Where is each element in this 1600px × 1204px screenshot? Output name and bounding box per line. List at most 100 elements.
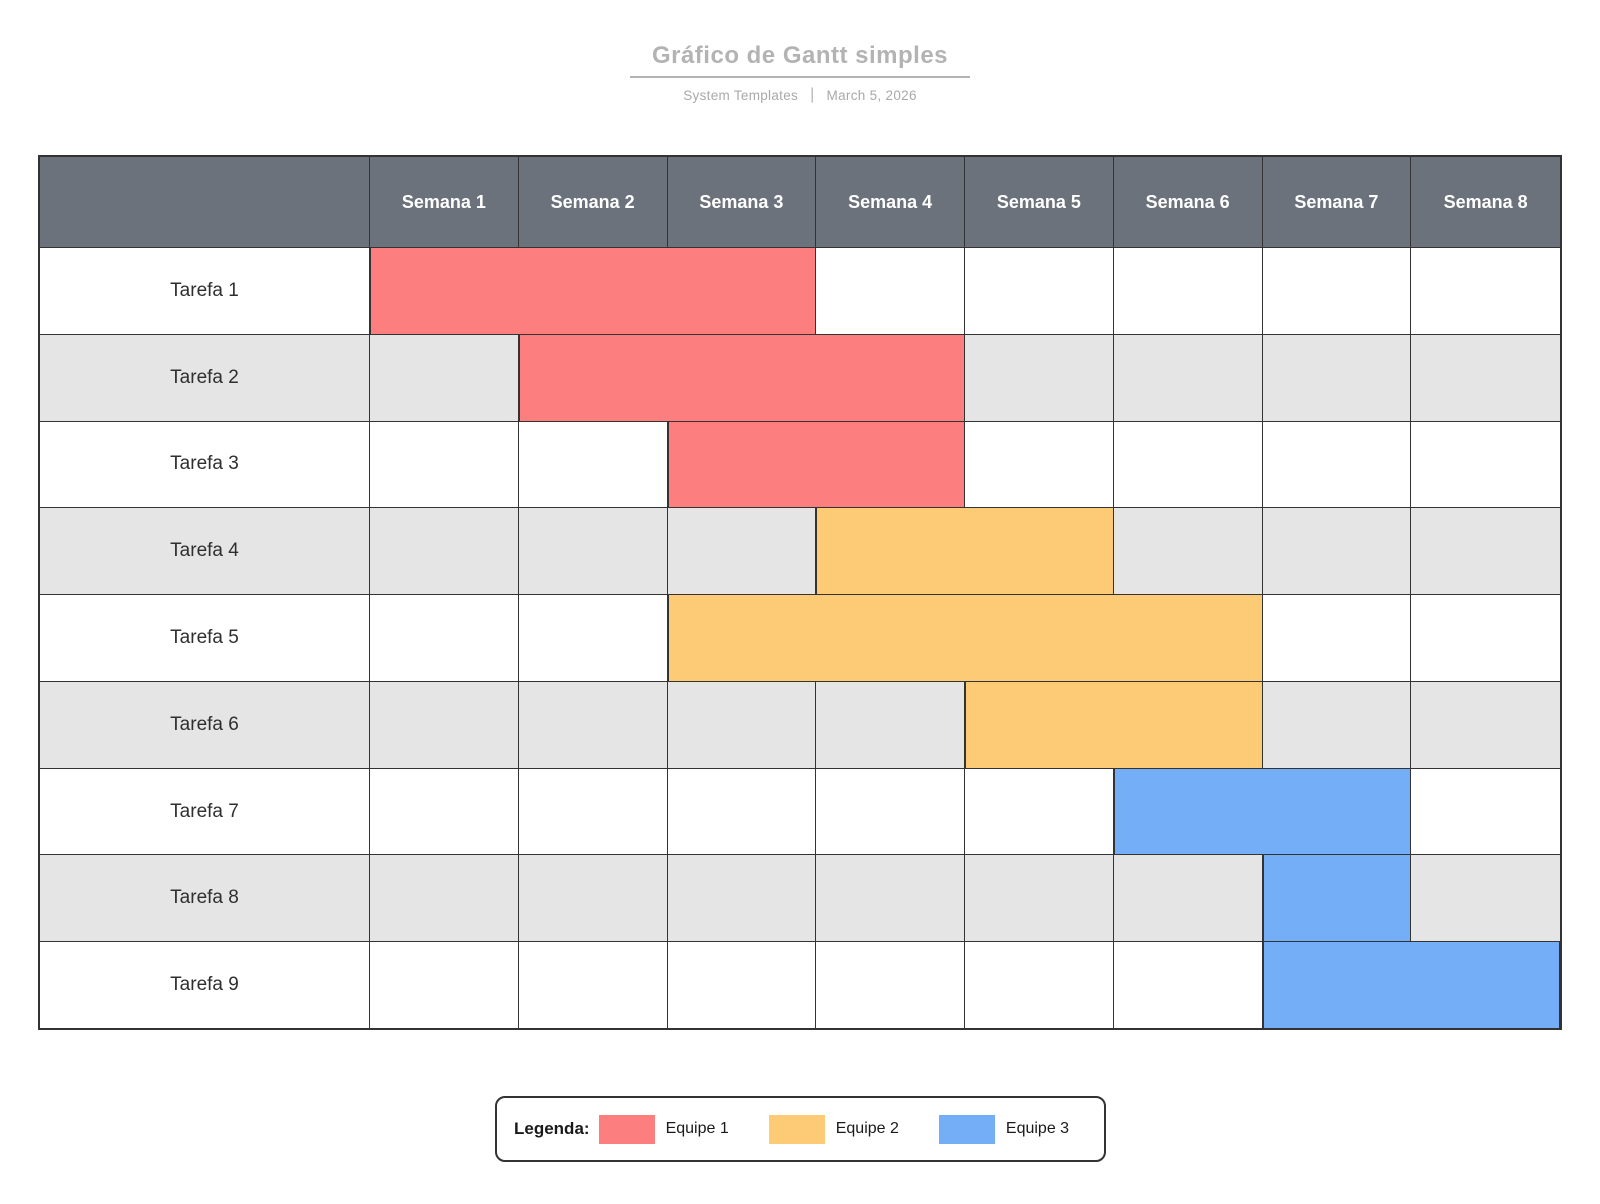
week-cell — [668, 942, 817, 1029]
week-cell — [519, 681, 668, 768]
week-cell — [519, 508, 668, 595]
week-cell — [1411, 855, 1560, 941]
week-cell — [519, 855, 668, 942]
legend-swatch-3 — [938, 1114, 995, 1144]
task-row-4: Tarefa 4 — [40, 508, 1560, 596]
week-header-1: Semana 1 — [370, 157, 519, 247]
legend-label-3: Equipe 3 — [1005, 1120, 1070, 1137]
week-cell — [668, 768, 817, 855]
task-label-6: Tarefa 6 — [40, 681, 370, 768]
week-cell — [1114, 855, 1263, 942]
corner-header-cell — [40, 157, 370, 247]
week-cell — [1411, 248, 1560, 334]
week-cell — [1114, 248, 1263, 334]
week-cell — [1411, 769, 1560, 855]
task-row-6: Tarefa 6 — [40, 681, 1560, 769]
week-cell — [816, 681, 965, 768]
task-row-3: Tarefa 3 — [40, 421, 1560, 509]
week-cell — [816, 248, 965, 334]
week-header-6: Semana 6 — [1114, 157, 1263, 247]
task-row-2: Tarefa 2 — [40, 334, 1560, 422]
gantt-table: Semana 1 Semana 2 Semana 3 Semana 4 Semana 5… — [38, 155, 1562, 1030]
task-row-1: Tarefa 1 — [40, 248, 1560, 335]
week-header-2: Semana 2 — [519, 157, 668, 247]
gantt-bar-8[interactable] — [1262, 855, 1412, 942]
title-block: Gráfico de Gantt simples System Template… — [0, 42, 1600, 104]
task-label-7: Tarefa 7 — [40, 768, 370, 855]
week-cell — [370, 421, 519, 508]
legend-swatch-2 — [768, 1114, 825, 1144]
gantt-bar-6[interactable] — [965, 681, 1263, 768]
week-cell — [370, 942, 519, 1029]
week-cell — [1263, 508, 1412, 595]
week-cell — [1114, 334, 1263, 421]
week-cell — [519, 768, 668, 855]
week-cell — [1263, 421, 1412, 508]
gantt-bar-9[interactable] — [1262, 942, 1560, 1029]
subtitle-date: March 5, 2026 — [826, 87, 917, 103]
week-cell — [816, 768, 965, 855]
subtitle-author: System Templates — [683, 87, 799, 103]
week-cell — [1411, 422, 1560, 508]
gantt-bar-4[interactable] — [816, 508, 1114, 595]
week-cell — [1263, 334, 1412, 421]
legend-entry-3: Equipe 3 — [938, 1114, 1070, 1144]
task-row-8: Tarefa 8 — [40, 855, 1560, 943]
week-cell — [370, 334, 519, 421]
task-label-1: Tarefa 1 — [40, 248, 370, 334]
task-label-5: Tarefa 5 — [40, 595, 370, 681]
task-row-9: Tarefa 9 — [40, 942, 1560, 1029]
week-cell — [1411, 335, 1560, 421]
week-cell — [816, 855, 965, 942]
week-cell — [1263, 248, 1412, 334]
legend-entry-1: Equipe 1 — [598, 1114, 729, 1144]
legend-entry-2: Equipe 2 — [768, 1114, 899, 1144]
week-cell — [370, 855, 519, 942]
subtitle: System Templates | March 5, 2026 — [0, 86, 1600, 104]
week-cell — [519, 942, 668, 1029]
week-cell — [519, 595, 668, 681]
week-cell — [1263, 595, 1412, 681]
gantt-bar-2[interactable] — [518, 334, 965, 421]
week-cell — [965, 421, 1114, 508]
week-cell — [519, 421, 668, 508]
task-label-3: Tarefa 3 — [40, 421, 370, 508]
week-cell — [965, 855, 1114, 942]
task-label-8: Tarefa 8 — [40, 855, 370, 942]
subtitle-separator: | — [810, 86, 815, 103]
gantt-bar-3[interactable] — [667, 421, 965, 508]
page-title: Gráfico de Gantt simples — [629, 42, 971, 78]
task-row-7: Tarefa 7 — [40, 768, 1560, 856]
legend: Legenda: Equipe 1 Equipe 2 Equipe 3 — [495, 1096, 1106, 1162]
gantt-bar-1[interactable] — [370, 248, 817, 334]
legend-title: Legenda: — [514, 1119, 590, 1138]
week-cell — [1411, 682, 1560, 768]
week-cell — [816, 942, 965, 1029]
week-cell — [965, 942, 1114, 1029]
task-label-2: Tarefa 2 — [40, 334, 370, 421]
week-cell — [1411, 508, 1560, 594]
week-cell — [1263, 681, 1412, 768]
week-cell — [965, 768, 1114, 855]
gantt-bar-5[interactable] — [667, 595, 1263, 681]
week-cell — [1114, 942, 1263, 1029]
week-header-3: Semana 3 — [668, 157, 817, 247]
week-header-7: Semana 7 — [1263, 157, 1412, 247]
week-header-8: Semana 8 — [1443, 191, 1528, 212]
legend-swatch-1 — [598, 1114, 655, 1144]
week-cell — [668, 508, 817, 595]
week-cell — [1411, 595, 1560, 681]
week-header-5: Semana 5 — [965, 157, 1114, 247]
week-cell — [370, 681, 519, 768]
week-cell — [1114, 421, 1263, 508]
week-cell — [370, 768, 519, 855]
task-label-4: Tarefa 4 — [40, 508, 370, 595]
week-cell — [370, 595, 519, 681]
task-row-5: Tarefa 5 — [40, 595, 1560, 682]
week-cell — [1114, 508, 1263, 595]
week-cell — [668, 855, 817, 942]
week-cell — [965, 248, 1114, 334]
gantt-bar-7[interactable] — [1113, 768, 1412, 855]
week-header-4: Semana 4 — [816, 157, 965, 247]
week-cell — [965, 334, 1114, 421]
